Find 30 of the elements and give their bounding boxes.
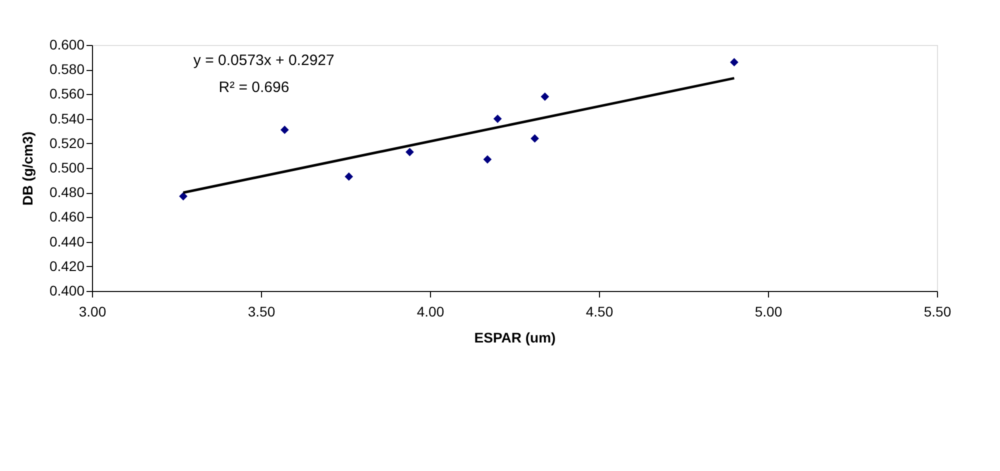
point: [530, 134, 539, 143]
x-tick-label: 5.00: [754, 304, 782, 320]
y-axis-title: DB (g/cm3): [19, 132, 36, 206]
point: [344, 172, 354, 181]
y-tick-label: 0.480: [49, 184, 85, 200]
point: [406, 148, 414, 156]
y-tick-label: 0.440: [49, 233, 85, 250]
y-tick-label: 0.560: [49, 86, 85, 102]
y-tick-label: 0.580: [49, 61, 85, 78]
y-tick-label: 0.400: [49, 282, 85, 298]
point: [179, 192, 188, 200]
point: [493, 114, 502, 123]
y-tick-label: 0.420: [49, 258, 85, 274]
x-tick-label: 3.00: [78, 304, 106, 320]
point: [540, 92, 550, 101]
point: [280, 126, 289, 134]
annotation: R² = 0.696: [218, 78, 290, 96]
x-axis-title: ESPAR (um): [474, 330, 556, 346]
x-tick-label: 4.50: [586, 304, 614, 320]
point: [483, 155, 492, 164]
y-tick-label: 0.600: [49, 36, 85, 52]
x-tick-label: 3.50: [248, 304, 276, 320]
y-tick-label: 0.500: [49, 160, 85, 176]
x-tick-label: 5.50: [924, 304, 952, 320]
x-tick-label: 4.00: [416, 304, 444, 320]
y-tick-label: 0.460: [49, 208, 85, 225]
annotation: y = 0.0573x + 0.2927: [193, 52, 334, 69]
point: [730, 58, 738, 66]
y-tick-label: 0.540: [49, 110, 85, 126]
y-tick-label: 0.520: [49, 134, 85, 151]
